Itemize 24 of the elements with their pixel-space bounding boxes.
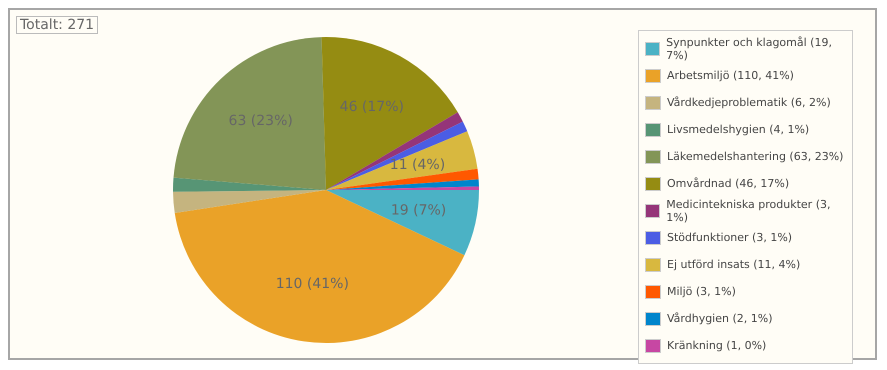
data-label: 110 (41%) <box>276 276 349 292</box>
legend-label: Synpunkter och klagomål (19, 7%) <box>666 36 833 62</box>
pie-slice <box>174 190 464 343</box>
data-label: 46 (17%) <box>340 98 404 115</box>
legend-label: Läkemedelshantering (63, 23%) <box>667 150 844 163</box>
pie-slice <box>326 131 478 190</box>
legend-label: Arbetsmiljö (110, 41%) <box>667 69 794 82</box>
legend-label: Livsmedelshygien (4, 1%) <box>667 123 810 136</box>
legend-label: Vårdkedjeproblematik (6, 2%) <box>667 96 831 109</box>
pie-slice <box>173 190 326 213</box>
legend-label: Omvårdnad (46, 17%) <box>667 177 790 190</box>
pie-slice <box>326 190 479 256</box>
pie-slice <box>174 37 326 190</box>
legend-label: Miljö (3, 1%) <box>667 285 736 298</box>
pie-slice <box>173 178 326 192</box>
data-label: 19 (7%) <box>390 202 446 219</box>
legend-label: Ej utförd insats (11, 4%) <box>667 258 800 271</box>
legend-label: Medicintekniska produkter (3, 1%) <box>666 198 832 224</box>
text: Totalt: 271 <box>16 16 98 34</box>
legend-label: Kränkning (1, 0%) <box>667 339 766 352</box>
pie-slice <box>322 37 458 190</box>
legend-label: Stödfunktioner (3, 1%) <box>667 231 792 244</box>
data-label: 11 (4%) <box>390 157 446 174</box>
legend-label: Vårdhygien (2, 1%) <box>667 312 773 325</box>
